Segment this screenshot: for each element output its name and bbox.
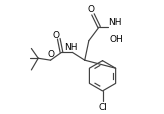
Text: O: O bbox=[52, 31, 60, 40]
Text: OH: OH bbox=[110, 35, 124, 44]
Text: NH: NH bbox=[65, 43, 78, 52]
Text: Cl: Cl bbox=[98, 102, 107, 111]
Text: O: O bbox=[47, 49, 54, 58]
Text: NH: NH bbox=[109, 18, 122, 27]
Text: O: O bbox=[87, 5, 94, 14]
